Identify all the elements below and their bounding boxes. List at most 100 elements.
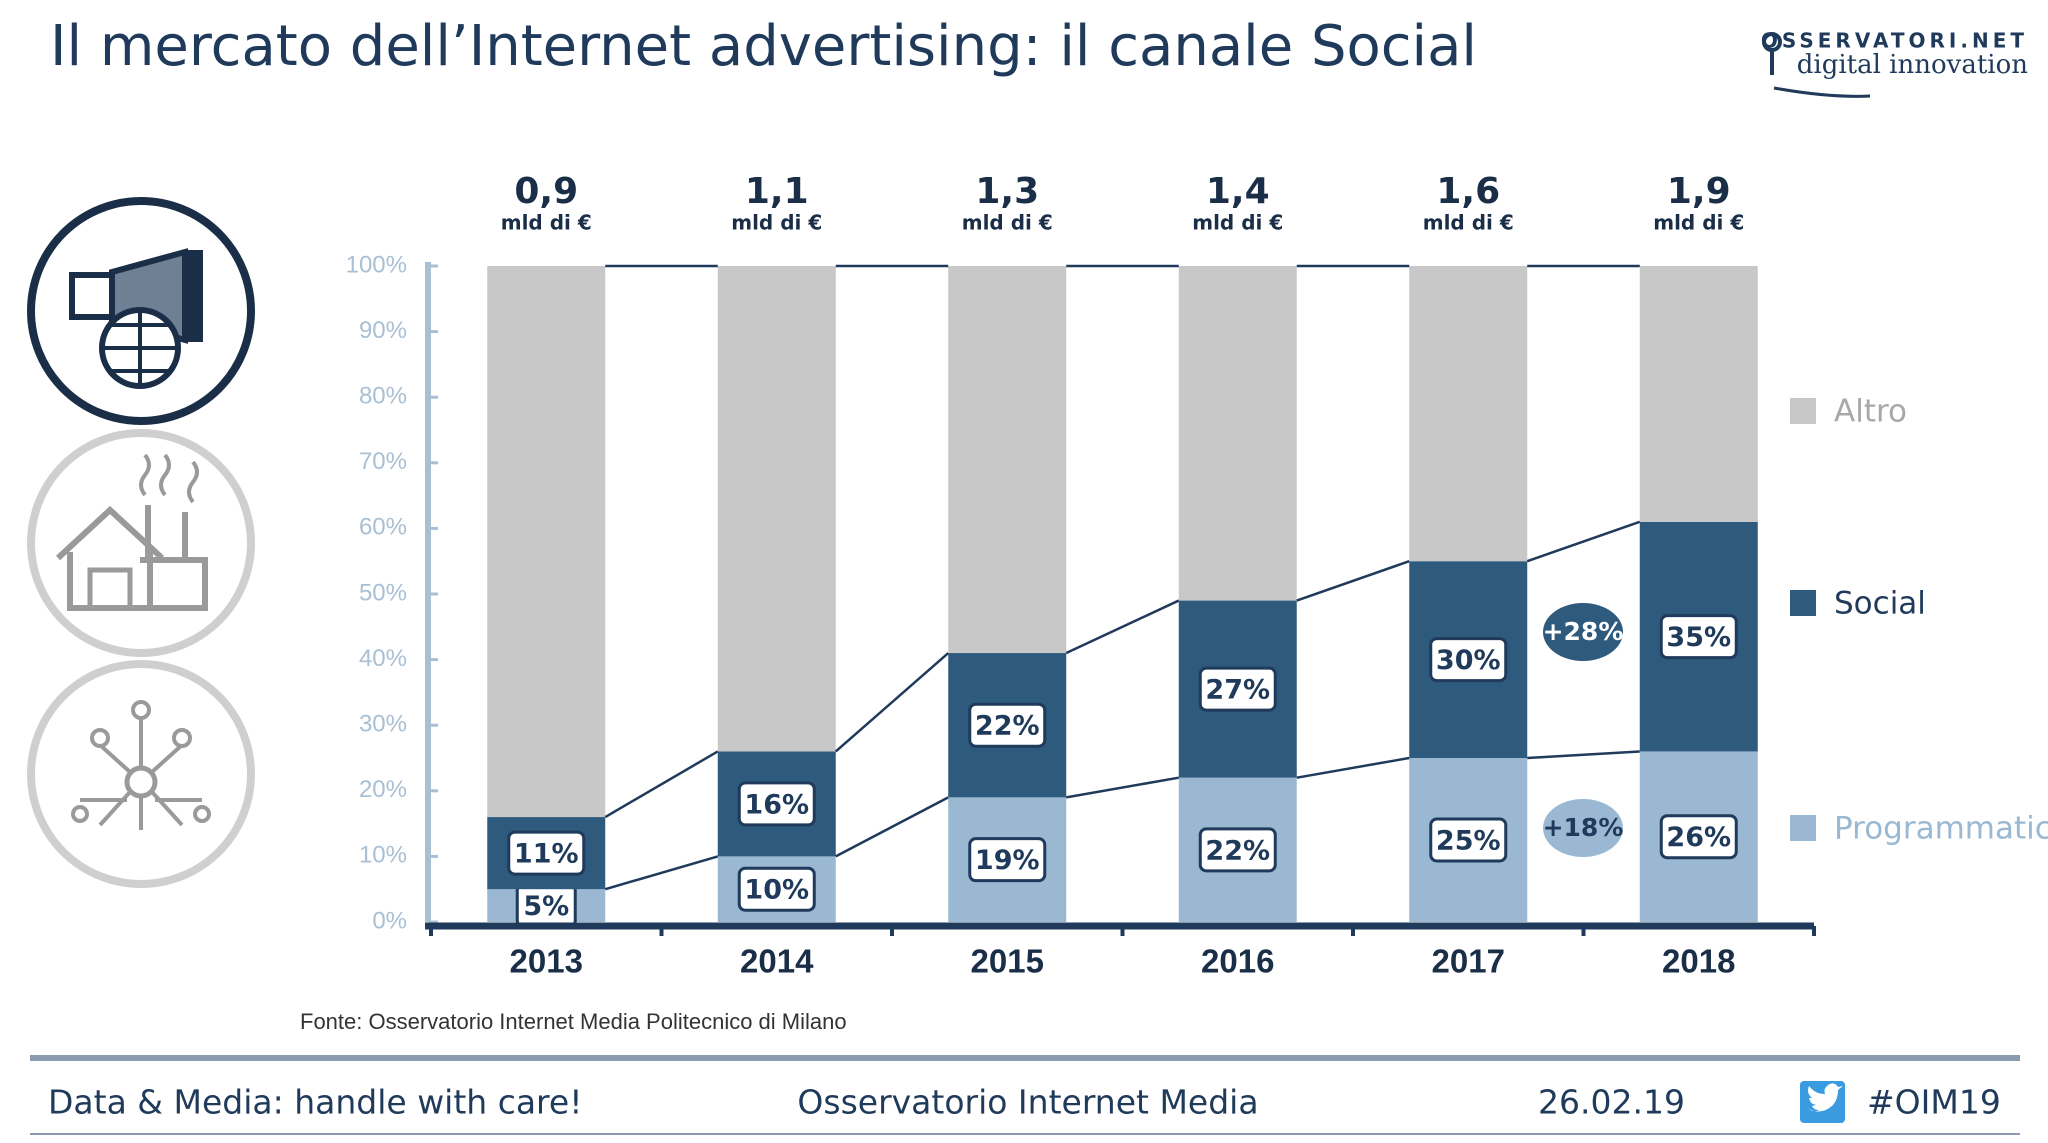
value-label: 16% <box>744 789 809 820</box>
bar-segment <box>1178 266 1297 601</box>
connector <box>604 750 719 819</box>
value-label: 11% <box>514 839 579 870</box>
total-label: 1,6 <box>1436 171 1500 212</box>
value-label-box <box>1429 817 1508 863</box>
logo-text: OSSERVATORI.NET <box>1761 29 2028 53</box>
connector <box>834 652 950 753</box>
bar-segment <box>487 266 606 818</box>
y-tick-label: 10% <box>359 842 407 869</box>
bar-segment <box>1639 266 1758 522</box>
value-label: 19% <box>975 845 1040 876</box>
legend-label: Altro <box>1834 394 1907 430</box>
total-unit: mld di € <box>501 211 592 235</box>
bar-segment <box>948 266 1067 654</box>
x-tick-label: 2018 <box>1662 943 1735 980</box>
y-tick-label: 80% <box>359 383 407 410</box>
growth-label: +28% <box>1543 617 1624 646</box>
connector <box>1296 560 1410 602</box>
growth-badge <box>1543 603 1623 661</box>
icon-part <box>87 567 133 611</box>
icon-part <box>80 718 202 830</box>
total-label: 1,9 <box>1667 171 1731 212</box>
connector <box>1296 756 1410 779</box>
icon-part <box>140 505 208 611</box>
y-tick-label: 60% <box>359 514 407 541</box>
connector <box>604 855 719 891</box>
value-label: 35% <box>1666 622 1731 653</box>
footer-left: Data & Media: handle with care! <box>48 1083 582 1122</box>
icon-innovation <box>27 660 255 888</box>
connector <box>1527 750 1640 760</box>
footer-center: Osservatorio Internet Media <box>797 1083 1258 1122</box>
y-tick-label: 0% <box>372 907 407 934</box>
value-label: 30% <box>1436 645 1501 676</box>
icon-advertising <box>27 197 255 425</box>
legend-swatch <box>1790 815 1816 841</box>
icon-part <box>139 453 199 504</box>
total-unit: mld di € <box>1423 211 1514 235</box>
logo: OSSERVATORI.NET digital innovation <box>1761 29 2029 98</box>
footer-date: 26.02.19 <box>1538 1083 1685 1122</box>
total-unit: mld di € <box>962 211 1053 235</box>
icon-industry <box>27 429 255 657</box>
value-label-box <box>1429 637 1508 683</box>
total-label: 0,9 <box>514 171 578 212</box>
total-label: 1,3 <box>975 171 1039 212</box>
value-label: 5% <box>523 891 569 922</box>
y-tick-label: 70% <box>359 448 407 475</box>
icon-part <box>193 805 211 823</box>
x-tick-label: 2017 <box>1432 943 1505 980</box>
value-label-box <box>737 781 816 827</box>
icon-part <box>185 250 203 342</box>
value-label: 27% <box>1205 675 1270 706</box>
y-tick-label: 20% <box>359 776 407 803</box>
y-tick-label: 30% <box>359 711 407 738</box>
value-label: 26% <box>1666 822 1731 853</box>
value-label-box <box>507 830 586 876</box>
connector <box>1066 776 1179 799</box>
connector <box>1526 520 1641 563</box>
logo-tagline: digital innovation <box>1797 50 2029 80</box>
icon-part <box>90 728 110 748</box>
value-label: 10% <box>744 875 809 906</box>
bar-segment <box>717 266 836 752</box>
footer-hashtag: #OIM19 <box>1867 1083 2001 1122</box>
y-tick-label: 90% <box>359 317 407 344</box>
x-tick-label: 2013 <box>510 943 583 980</box>
icon-circle <box>27 429 255 657</box>
icon-part <box>172 728 192 748</box>
value-label-box <box>1198 827 1277 873</box>
icon-part <box>71 805 89 823</box>
connector <box>1065 599 1180 655</box>
source-note: Fonte: Osservatorio Internet Media Polit… <box>300 1009 847 1034</box>
total-label: 1,1 <box>745 171 809 212</box>
total-unit: mld di € <box>1653 211 1744 235</box>
connector <box>835 796 949 858</box>
total-unit: mld di € <box>731 211 822 235</box>
y-tick-label: 100% <box>346 251 407 278</box>
legend-label: Programmatic <box>1834 811 2048 847</box>
growth-badge <box>1543 799 1623 857</box>
value-label-box <box>1198 666 1277 712</box>
total-label: 1,4 <box>1206 171 1270 212</box>
chart: 0% 10% 20% 30% 40% 50% 60% 70% 80% 90% 100% 5% 11% 20… <box>346 171 2048 980</box>
slide-title: Il mercato dell’Internet advertising: il… <box>50 14 1477 79</box>
value-label-box <box>1659 614 1738 660</box>
icon-part <box>102 310 178 386</box>
logo-swoosh <box>1773 86 1871 98</box>
icon-circle <box>27 660 255 888</box>
total-unit: mld di € <box>1192 211 1283 235</box>
value-label: 22% <box>975 711 1040 742</box>
y-tick-label: 40% <box>359 645 407 672</box>
value-label-box <box>1659 814 1738 860</box>
twitter-bird <box>1808 1083 1843 1112</box>
x-tick-label: 2016 <box>1201 943 1274 980</box>
x-tick-label: 2014 <box>740 943 814 980</box>
legend-label: Social <box>1834 586 1926 622</box>
value-label-box <box>968 702 1047 748</box>
value-label: 22% <box>1205 835 1270 866</box>
value-label-box <box>968 837 1047 883</box>
growth-label: +18% <box>1543 813 1624 842</box>
